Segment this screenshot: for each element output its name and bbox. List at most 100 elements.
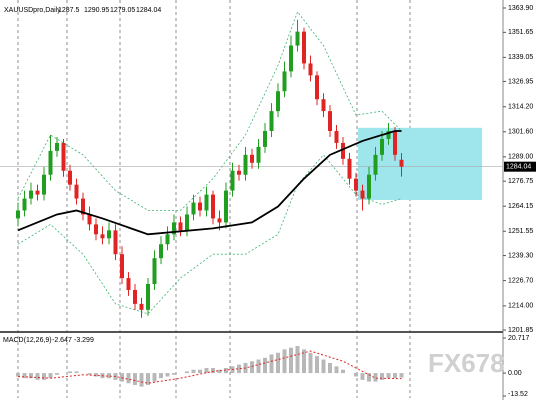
candle-body <box>100 234 105 239</box>
y-tick-label: -13.52 <box>508 391 528 398</box>
histogram-bar <box>55 373 59 375</box>
histogram-bar <box>354 373 358 377</box>
histogram-bar <box>263 357 267 374</box>
candle-body <box>61 142 66 171</box>
highlight-zone <box>357 127 483 200</box>
candle-body <box>81 198 85 215</box>
candle-body <box>113 230 118 255</box>
candle-body <box>295 31 300 46</box>
histogram-bar <box>217 369 222 374</box>
histogram-bar <box>16 373 20 377</box>
histogram-bar <box>250 361 254 374</box>
histogram-bar <box>211 368 215 374</box>
candle-body <box>224 190 228 223</box>
histogram-bar <box>315 356 319 374</box>
candle-body <box>48 150 53 175</box>
candle-body <box>380 138 384 155</box>
histogram-bar <box>302 349 306 374</box>
histogram-bar <box>172 373 176 375</box>
histogram-bar <box>360 373 365 380</box>
candle-body <box>308 63 313 76</box>
candle-body <box>133 289 137 304</box>
histogram-bar <box>48 373 53 379</box>
candle-body <box>74 184 79 199</box>
candle-body <box>107 230 111 239</box>
indicator-title: MACD(12,26,9) <box>3 337 52 344</box>
candle-body <box>204 194 209 211</box>
y-tick-label: 1314.20 <box>508 104 533 111</box>
histogram-bar <box>289 347 293 374</box>
header-text: 1290.95 <box>84 7 109 14</box>
histogram-bar <box>139 373 144 387</box>
candle-body <box>263 130 267 147</box>
candle-body <box>276 91 280 112</box>
candle-body <box>230 170 235 191</box>
candle-body <box>87 214 92 225</box>
histogram-bar <box>373 373 378 382</box>
y-tick-label: 1351.65 <box>508 29 533 36</box>
histogram-bar <box>198 369 202 374</box>
histogram-bar <box>146 373 150 385</box>
header-text: 1284.04 <box>136 7 161 14</box>
watermark: FX678 <box>428 348 505 378</box>
y-tick-label: 1363.90 <box>508 5 533 12</box>
histogram-bar <box>68 371 72 374</box>
candle-body <box>29 190 33 199</box>
histogram-bar <box>159 373 163 379</box>
candle-body <box>35 190 40 195</box>
y-tick-label: 1339.05 <box>508 54 533 61</box>
y-tick-label: 1301.60 <box>508 129 533 136</box>
histogram-bar <box>133 373 137 385</box>
candle-body <box>256 146 261 163</box>
candle-body <box>126 278 131 290</box>
histogram-bar <box>308 352 313 374</box>
histogram-bar <box>256 359 261 374</box>
histogram-bar <box>74 371 79 374</box>
histogram-bar <box>42 373 46 380</box>
candle-body <box>42 174 46 195</box>
histogram-bar <box>321 359 326 374</box>
histogram-bar <box>152 373 157 382</box>
candle-body <box>68 170 72 185</box>
histogram-bar <box>276 352 280 374</box>
histogram-bar <box>191 369 196 374</box>
header-text: 1287.5 <box>58 7 80 14</box>
candle-body <box>373 154 378 175</box>
histogram-bar <box>35 373 40 380</box>
histogram-bar <box>393 373 397 379</box>
candle-body <box>321 99 326 112</box>
candle-body <box>16 210 20 219</box>
candle-body <box>191 202 196 215</box>
y-tick-label: 1239.30 <box>508 252 533 259</box>
y-tick-label: 1326.95 <box>508 78 533 85</box>
candle-body <box>399 159 404 167</box>
candle-body <box>22 198 27 211</box>
candle-body <box>165 234 170 245</box>
histogram-bar <box>185 371 189 374</box>
histogram-bar <box>269 354 274 374</box>
candle-body <box>211 194 215 219</box>
candle-body <box>120 254 124 279</box>
histogram-bar <box>380 373 384 380</box>
candle-body <box>282 71 287 92</box>
y-tick-label: 1214.00 <box>508 303 533 310</box>
candle-body <box>302 31 306 64</box>
bollinger-band <box>17 154 402 315</box>
histogram-bar <box>328 362 332 374</box>
y-tick-label: 20.717 <box>508 335 530 342</box>
candle-body <box>185 214 189 231</box>
histogram-bar <box>165 373 170 377</box>
histogram-bar <box>224 368 228 374</box>
candle-body <box>94 224 98 235</box>
candle-body <box>237 170 241 175</box>
histogram-bar <box>282 349 287 374</box>
candle-body <box>367 174 371 199</box>
y-tick-label: 1264.15 <box>508 203 533 210</box>
candle-body <box>386 130 391 139</box>
header-text: 1279.05 <box>110 7 135 14</box>
price-label-box <box>504 161 536 172</box>
price-label: 1284.04 <box>506 164 531 171</box>
candle-body <box>250 154 254 163</box>
candle-body <box>172 222 176 235</box>
